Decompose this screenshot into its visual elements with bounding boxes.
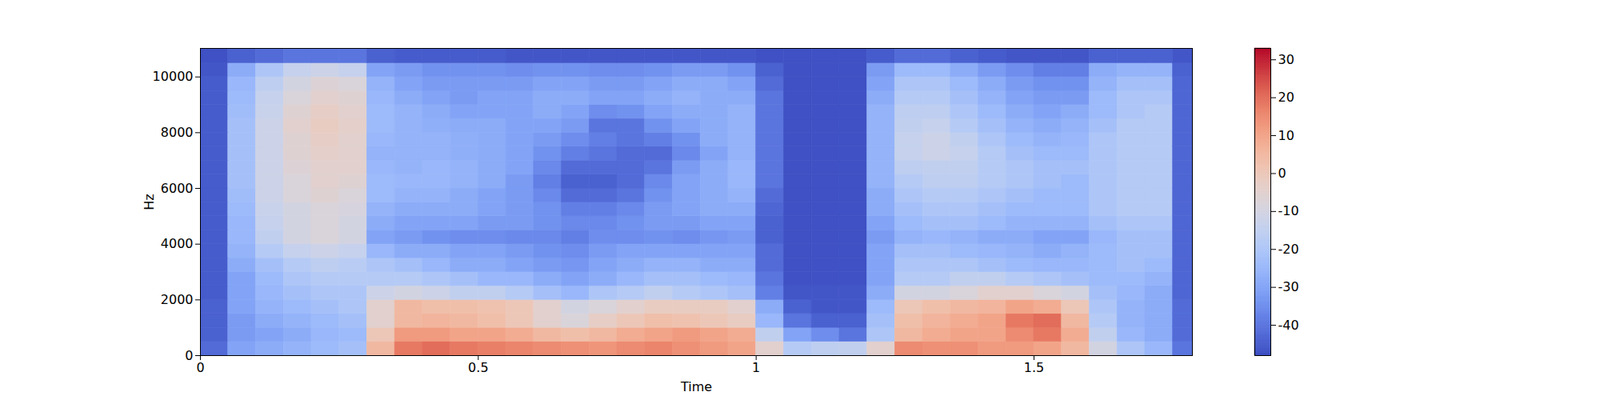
svg-text:0: 0 <box>1278 165 1287 181</box>
svg-text:0.5: 0.5 <box>468 360 488 376</box>
svg-text:-30: -30 <box>1278 279 1300 295</box>
svg-text:20: 20 <box>1278 89 1295 105</box>
svg-text:Time: Time <box>680 379 712 395</box>
svg-text:1: 1 <box>752 360 760 376</box>
svg-text:2000: 2000 <box>160 292 194 308</box>
svg-text:-10: -10 <box>1278 203 1300 219</box>
svg-text:-40: -40 <box>1278 317 1300 333</box>
svg-text:6000: 6000 <box>160 180 194 196</box>
svg-text:10000: 10000 <box>152 68 194 84</box>
svg-text:4000: 4000 <box>160 236 194 252</box>
svg-text:Hz: Hz <box>141 193 157 210</box>
svg-text:1.5: 1.5 <box>1024 360 1044 376</box>
svg-text:8000: 8000 <box>160 124 194 140</box>
svg-text:0: 0 <box>196 360 204 376</box>
svg-text:10: 10 <box>1278 128 1295 144</box>
svg-text:0: 0 <box>184 348 193 364</box>
svg-text:-20: -20 <box>1278 241 1300 257</box>
svg-text:30: 30 <box>1278 52 1295 68</box>
